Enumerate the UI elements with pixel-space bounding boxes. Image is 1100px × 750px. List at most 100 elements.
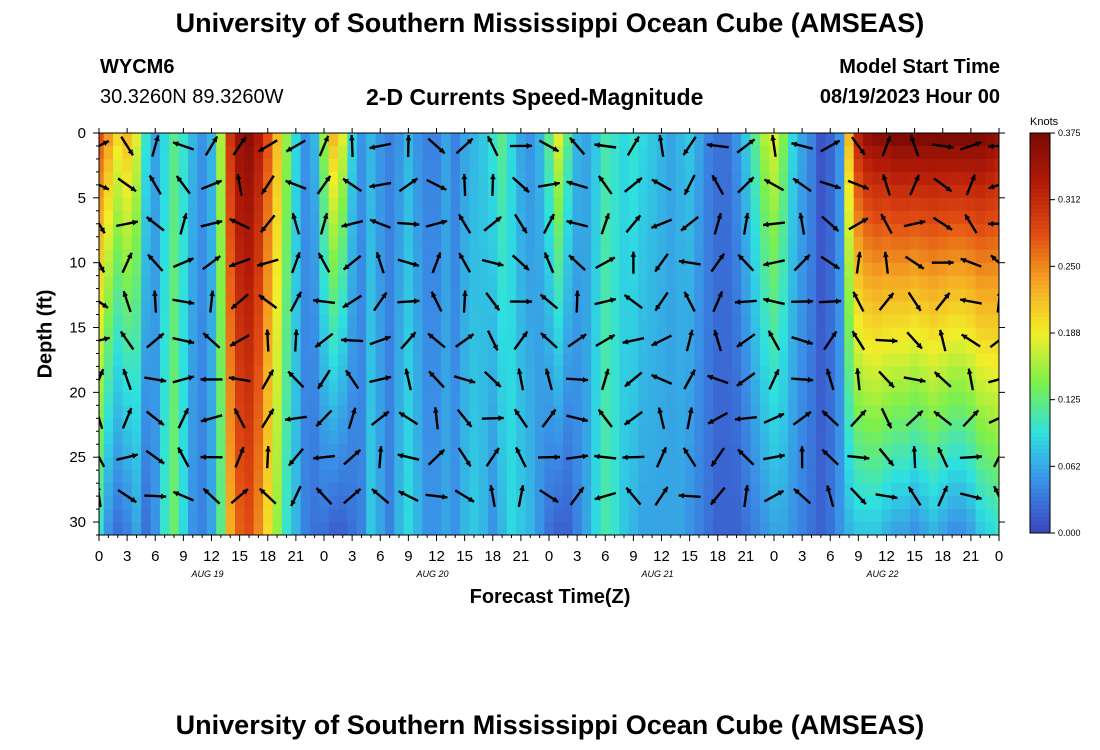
heat-cell xyxy=(366,210,377,225)
heat-cell xyxy=(919,301,930,316)
current-arrow xyxy=(763,489,785,503)
heat-cell xyxy=(291,483,302,497)
current-arrow xyxy=(397,221,420,228)
heat-cell xyxy=(966,145,977,160)
current-arrow xyxy=(99,139,110,148)
heat-cell xyxy=(375,392,386,406)
heat-cell xyxy=(816,340,827,355)
heat-cell xyxy=(891,483,902,497)
heat-cell xyxy=(122,340,133,355)
heat-cell xyxy=(891,366,902,380)
heat-cell xyxy=(581,353,592,368)
heat-cell xyxy=(731,210,742,225)
heat-cell xyxy=(272,496,283,510)
current-arrow xyxy=(937,446,949,468)
current-arrow xyxy=(260,175,275,195)
heat-cell xyxy=(113,470,124,484)
heat-cell xyxy=(938,262,949,277)
heat-cell xyxy=(853,509,864,523)
heat-cell xyxy=(891,301,902,316)
arrow-head xyxy=(498,415,504,421)
heat-cell xyxy=(431,133,442,147)
current-arrow xyxy=(737,448,755,466)
heat-cell xyxy=(909,145,920,160)
heat-cell xyxy=(581,496,592,510)
heat-cell xyxy=(834,184,845,199)
colorbar-segment xyxy=(1030,205,1050,210)
heat-cell xyxy=(113,314,124,329)
heat-cell xyxy=(553,249,564,264)
heat-cell xyxy=(131,522,142,535)
current-arrow xyxy=(734,299,757,305)
heat-cell xyxy=(403,340,414,355)
heat-cell xyxy=(703,275,714,290)
heat-cell xyxy=(525,457,536,471)
heat-cell xyxy=(178,483,189,497)
heat-cell xyxy=(684,340,695,355)
heat-cell xyxy=(994,288,999,303)
heat-cell xyxy=(572,340,583,355)
heat-cell xyxy=(516,275,527,290)
heat-cell xyxy=(900,314,911,329)
heat-cell xyxy=(928,184,939,199)
arrow-head xyxy=(354,488,361,495)
heat-cell xyxy=(956,210,967,225)
current-arrow xyxy=(710,253,726,273)
heat-cell xyxy=(563,184,574,199)
heat-cell xyxy=(244,366,255,380)
heat-cell xyxy=(244,457,255,471)
heat-cell xyxy=(234,327,245,342)
heat-cell xyxy=(431,444,442,458)
heat-cell xyxy=(919,353,930,368)
heat-cell xyxy=(731,184,742,199)
heat-cell xyxy=(403,171,414,186)
heat-cell xyxy=(525,275,536,290)
colorbar-segment xyxy=(1030,481,1050,486)
colorbar-segment xyxy=(1030,237,1050,242)
arrow-head xyxy=(736,341,743,347)
heat-cell xyxy=(291,353,302,368)
heat-cell xyxy=(506,392,517,406)
heat-cell xyxy=(272,444,283,458)
arrow-head xyxy=(624,380,631,387)
heat-cell xyxy=(225,470,236,484)
heat-cell xyxy=(253,483,264,497)
heat-cell xyxy=(563,483,574,497)
heat-cell xyxy=(600,288,611,303)
current-arrow xyxy=(517,368,525,391)
current-arrow xyxy=(959,454,982,460)
heat-cell xyxy=(459,314,470,329)
heat-cell xyxy=(459,197,470,212)
colorbar-segment xyxy=(1030,497,1050,502)
heat-cell xyxy=(975,197,986,212)
heat-cell xyxy=(928,236,939,251)
heat-cell xyxy=(366,496,377,510)
heat-cell xyxy=(253,133,264,147)
heat-cell xyxy=(300,288,311,303)
heat-cell xyxy=(525,197,536,212)
heat-cell xyxy=(713,366,724,380)
heat-cell xyxy=(713,158,724,173)
heat-cell xyxy=(384,483,395,497)
heat-cell xyxy=(675,262,686,277)
heat-cell xyxy=(563,171,574,186)
heat-cell xyxy=(666,379,677,393)
heat-cell xyxy=(291,470,302,484)
current-arrow xyxy=(622,454,645,461)
arrow-head xyxy=(712,175,718,182)
arrow-head xyxy=(996,292,999,296)
heat-cell xyxy=(975,275,986,290)
arrow-head xyxy=(203,488,210,495)
arrow-head xyxy=(915,304,921,311)
heat-cell xyxy=(272,522,283,535)
heat-cell xyxy=(647,470,658,484)
heat-cell xyxy=(994,522,999,535)
heat-cell xyxy=(469,249,480,264)
arrow-head xyxy=(566,180,573,186)
arrow-head xyxy=(440,184,447,190)
arrow-head xyxy=(804,254,810,261)
heat-cell xyxy=(141,483,152,497)
x-tick-label: 9 xyxy=(179,548,187,565)
arrow-head xyxy=(881,214,887,221)
heat-cell xyxy=(356,405,367,419)
